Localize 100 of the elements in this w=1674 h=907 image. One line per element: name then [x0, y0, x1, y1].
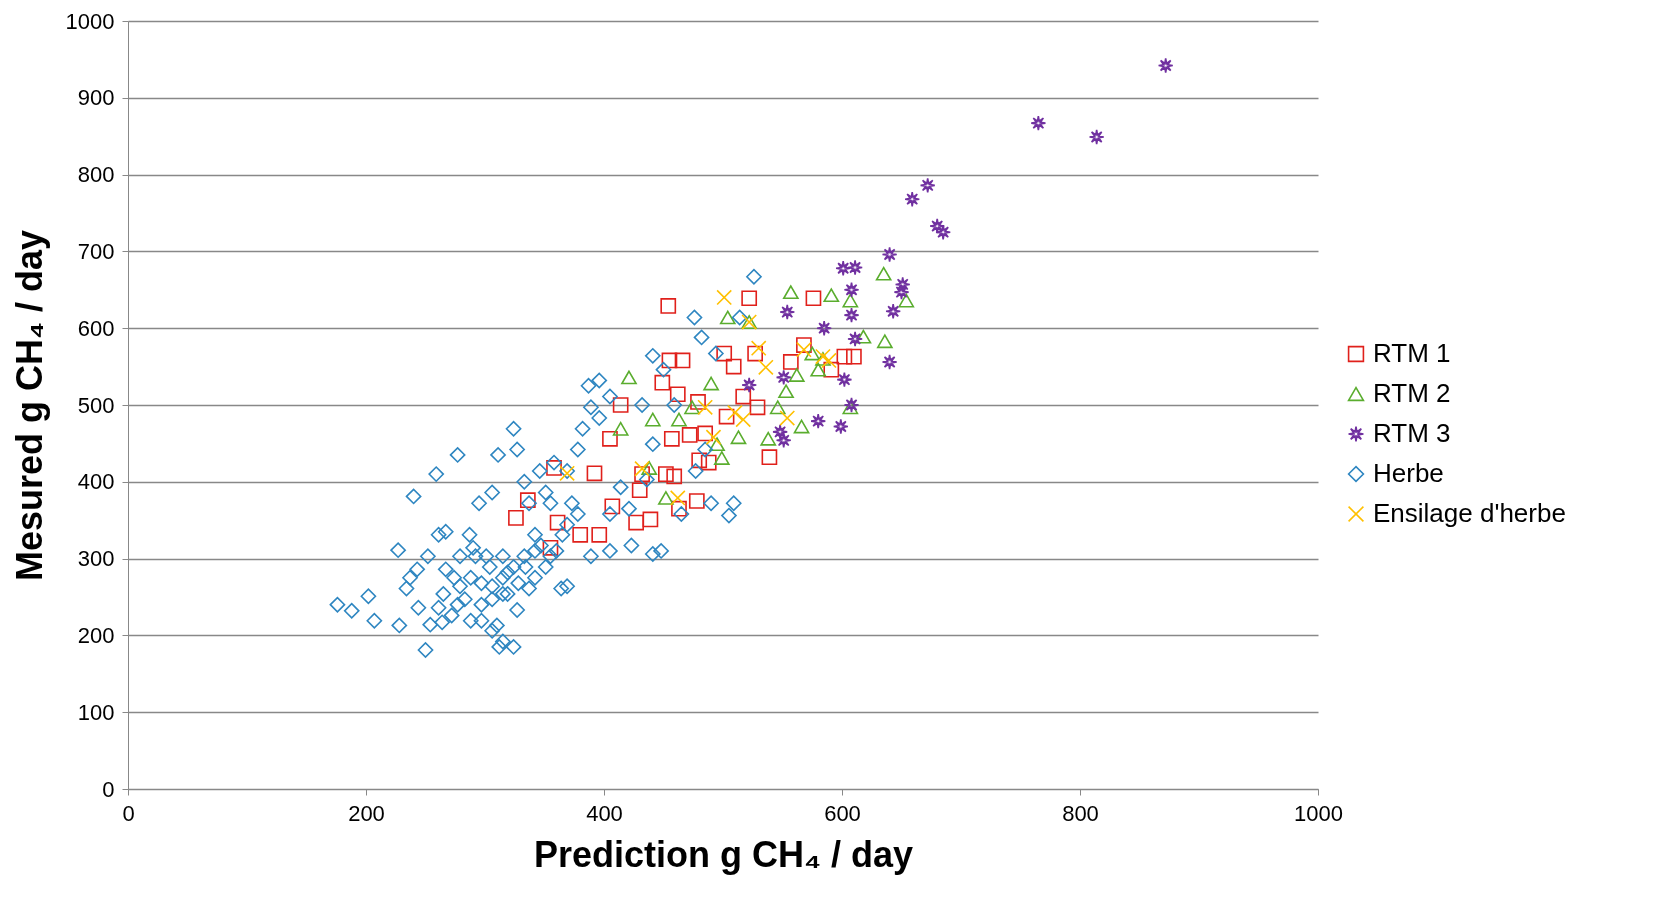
point	[1030, 115, 1047, 132]
point	[836, 348, 853, 365]
point	[705, 429, 722, 446]
point	[898, 293, 915, 308]
x-tick-label: 0	[122, 800, 135, 826]
point	[919, 177, 936, 194]
point	[642, 511, 659, 528]
point	[769, 400, 786, 415]
point	[549, 514, 566, 531]
point	[855, 329, 872, 344]
point	[612, 421, 629, 436]
point	[847, 259, 863, 276]
point	[671, 412, 687, 427]
point	[634, 460, 650, 477]
point	[782, 285, 799, 300]
point	[750, 340, 767, 357]
y-tick-label: 200	[77, 622, 115, 648]
point	[658, 466, 674, 482]
point	[700, 454, 717, 471]
point	[654, 374, 671, 391]
point	[681, 427, 698, 443]
point	[604, 498, 621, 515]
point	[1088, 129, 1105, 145]
point	[612, 397, 629, 413]
point	[816, 320, 833, 337]
point	[716, 345, 733, 362]
point	[772, 424, 788, 440]
point	[796, 341, 812, 358]
point	[644, 412, 661, 427]
y-tick-label: 100	[77, 699, 115, 725]
point	[804, 346, 821, 361]
point	[810, 413, 827, 429]
point	[929, 218, 946, 234]
point	[805, 290, 822, 307]
point	[725, 358, 742, 375]
x-tick-label: 400	[586, 800, 623, 826]
point	[697, 425, 714, 442]
legend-label: Herbe	[1373, 458, 1444, 488]
legend-label: RTM 3	[1373, 418, 1451, 448]
y-tick-label: 800	[77, 162, 115, 188]
point	[761, 449, 778, 466]
legend-label: Ensilage d'herbe	[1373, 498, 1566, 528]
point	[747, 345, 763, 362]
point	[716, 289, 733, 306]
x-tick-label: 800	[1062, 800, 1099, 826]
point	[782, 354, 799, 370]
point	[832, 418, 849, 435]
point	[735, 388, 752, 405]
point	[823, 288, 840, 303]
point	[684, 400, 700, 415]
point	[661, 352, 678, 369]
point	[709, 437, 725, 452]
point	[843, 281, 860, 298]
point	[641, 461, 658, 475]
point	[775, 432, 792, 449]
point	[893, 284, 910, 300]
point	[846, 348, 862, 365]
point	[628, 514, 644, 531]
point	[666, 468, 683, 485]
x-tick-label: 600	[824, 800, 861, 826]
y-tick-label: 600	[77, 315, 115, 341]
point	[727, 404, 743, 421]
point	[508, 510, 524, 526]
y-tick-label: 700	[77, 238, 115, 264]
point	[634, 466, 650, 482]
point	[713, 451, 730, 465]
point	[778, 384, 794, 399]
point	[760, 431, 777, 446]
point	[735, 411, 752, 428]
legend-label: RTM 1	[1373, 338, 1451, 368]
point	[621, 370, 637, 385]
point	[572, 526, 589, 543]
y-tick-label: 400	[77, 469, 115, 495]
point	[835, 260, 852, 277]
point	[885, 303, 902, 320]
point	[669, 386, 686, 403]
point	[660, 298, 677, 314]
point	[842, 293, 859, 308]
point	[691, 452, 708, 469]
x-axis-title: Prediction g CH₄ / day	[533, 833, 914, 875]
point	[810, 362, 827, 377]
x-tick-label: 200	[348, 800, 385, 826]
point	[749, 399, 766, 416]
point	[894, 276, 911, 293]
point	[602, 430, 618, 447]
point	[881, 354, 898, 370]
point	[821, 352, 837, 369]
point	[697, 399, 714, 416]
point	[703, 376, 719, 391]
point	[674, 352, 691, 369]
point	[730, 430, 747, 445]
point	[843, 307, 860, 324]
point	[775, 369, 792, 386]
x-tick-label: 1000	[1294, 800, 1343, 826]
point	[1157, 57, 1174, 74]
point	[741, 290, 758, 307]
y-tick-label: 900	[77, 85, 115, 111]
point	[631, 482, 648, 499]
point	[779, 304, 796, 320]
point	[793, 419, 810, 434]
